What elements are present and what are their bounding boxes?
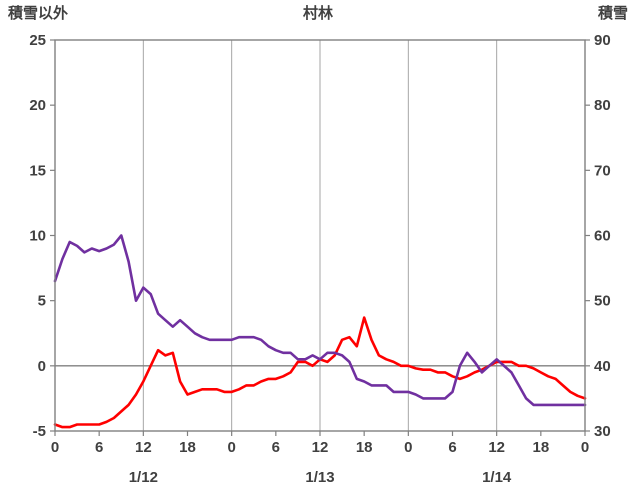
x-tick-label: 18 <box>356 439 373 456</box>
left-tick-label: 20 <box>29 97 46 114</box>
left-tick-label: 15 <box>29 162 46 179</box>
x-tick-label: 12 <box>488 439 505 456</box>
right-tick-label: 70 <box>594 162 611 179</box>
x-tick-label: 6 <box>95 439 103 456</box>
x-tick-label: 0 <box>404 439 412 456</box>
chart-title: 村林 <box>302 5 333 22</box>
left-tick-label: -5 <box>33 423 46 440</box>
x-tick-label: 0 <box>51 439 59 456</box>
date-label: 1/13 <box>305 469 334 486</box>
left-tick-label: 5 <box>38 293 46 310</box>
x-tick-label: 12 <box>312 439 329 456</box>
right-tick-label: 50 <box>594 293 611 310</box>
left-tick-label: 10 <box>29 228 46 245</box>
x-tick-label: 6 <box>448 439 456 456</box>
date-label: 1/14 <box>482 469 512 486</box>
x-tick-label: 6 <box>272 439 280 456</box>
x-tick-label: 0 <box>227 439 235 456</box>
right-tick-label: 80 <box>594 97 611 114</box>
right-tick-label: 30 <box>594 423 611 440</box>
left-axis-title: 積雪以外 <box>8 5 69 22</box>
left-tick-label: 25 <box>29 32 46 49</box>
right-tick-label: 40 <box>594 358 611 375</box>
right-tick-label: 60 <box>594 228 611 245</box>
x-tick-label: 18 <box>179 439 196 456</box>
x-tick-label: 0 <box>581 439 589 456</box>
purple-series-line <box>53 234 587 407</box>
x-tick-label: 12 <box>135 439 152 456</box>
right-axis-title: 積雪 <box>597 5 628 22</box>
right-tick-label: 90 <box>594 32 611 49</box>
left-tick-label: 0 <box>38 358 46 375</box>
date-label: 1/12 <box>129 469 158 486</box>
x-tick-label: 18 <box>532 439 549 456</box>
